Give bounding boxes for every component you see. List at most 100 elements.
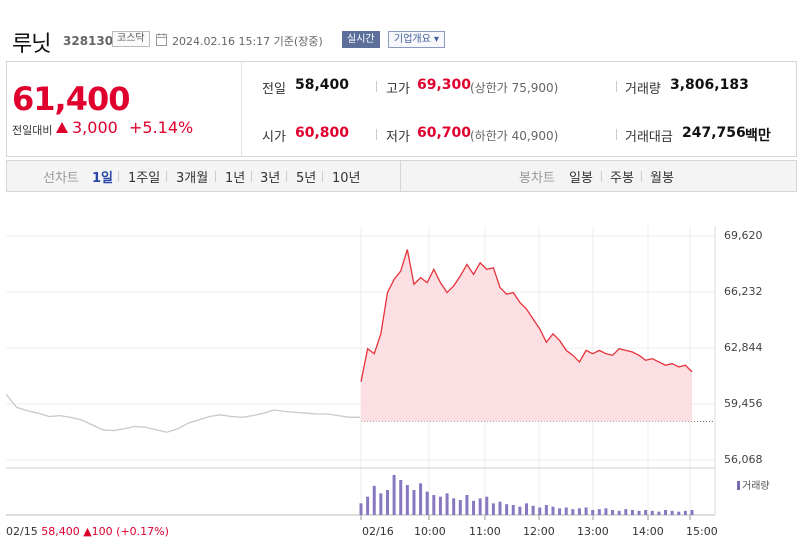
volume-bar [419, 483, 423, 515]
period-1d[interactable]: 1일 [92, 171, 114, 186]
volume-bar [571, 509, 575, 515]
open-label: 시가 [262, 130, 286, 145]
volume-bar [405, 485, 409, 515]
volume-bar [359, 503, 363, 515]
company-overview-dropdown[interactable]: 기업개요 ▾ [388, 31, 445, 48]
prev-day-line [5, 393, 360, 433]
y-tick-label: 62,844 [724, 341, 763, 354]
high-value: 69,300 [417, 77, 472, 93]
volume-bar [372, 485, 376, 515]
stock-name: 루닛 [12, 32, 51, 57]
low-label: 저가 [386, 130, 410, 145]
y-tick-label: 66,232 [724, 285, 763, 298]
volume-value: 3,806,183 [670, 77, 749, 93]
volume-bar [690, 510, 694, 515]
current-price: 61,400 [12, 80, 130, 118]
volume-bar [458, 500, 462, 515]
volume-bar [505, 504, 509, 515]
volume-bar [657, 511, 661, 515]
volume-bar [597, 509, 601, 515]
volume-bar [604, 508, 608, 515]
volume-bar [478, 498, 482, 515]
volume-bar [677, 511, 681, 515]
x-tick-label: 12:00 [523, 525, 555, 538]
volume-label: 거래량 [625, 82, 661, 97]
chart-toolbar [6, 160, 797, 192]
volume-bar [385, 490, 389, 515]
market-badge: 코스닥 [112, 31, 150, 47]
y-tick-label: 56,068 [724, 453, 763, 466]
x-tick-label: 11:00 [469, 525, 501, 538]
volume-bar [379, 493, 383, 515]
realtime-button[interactable]: 실시간 [342, 31, 380, 48]
period-1y[interactable]: 1년 [225, 171, 246, 186]
volume-bar [531, 505, 535, 515]
volume-bar [465, 495, 469, 515]
candle-daily[interactable]: 일봉 [569, 171, 593, 186]
period-5y[interactable]: 5년 [296, 171, 317, 186]
volume-bar [544, 505, 548, 515]
volume-bar [650, 510, 654, 515]
change-percent: +5.14% [129, 118, 194, 137]
volume-legend: 거래량 [737, 477, 770, 492]
upper-limit: (상한가 75,900) [470, 81, 559, 95]
volume-bar [491, 503, 495, 515]
x-tick-label: 14:00 [632, 525, 664, 538]
prev-close-label: 전일 [262, 82, 286, 97]
volume-bar [399, 480, 403, 515]
amount-unit: 백만 [745, 128, 771, 144]
volume-bar [432, 495, 436, 515]
volume-bar [551, 506, 555, 515]
volume-bar [366, 496, 370, 515]
volume-bar [445, 493, 449, 515]
low-value: 60,700 [417, 125, 472, 141]
volume-bar [452, 498, 456, 515]
open-value: 60,800 [295, 125, 350, 141]
x-tick-label: 13:00 [577, 525, 609, 538]
quote-datetime: 2024.02.16 15:17 기준(장중) [172, 35, 323, 48]
volume-bar [624, 509, 628, 515]
volume-bar [485, 496, 489, 515]
change-value: 3,000 [72, 118, 118, 137]
y-tick-label: 69,620 [724, 229, 763, 242]
lower-limit: (하한가 40,900) [470, 129, 559, 143]
volume-bar [558, 508, 562, 515]
volume-bar [525, 503, 528, 515]
period-3m[interactable]: 3개월 [176, 171, 209, 186]
volume-bar [630, 510, 634, 515]
volume-bar [518, 506, 522, 515]
volume-bar [498, 501, 502, 515]
prev-day-info: 02/15 58,400 ▲100 (+0.17%) [6, 525, 169, 538]
volume-bar [670, 510, 674, 515]
price-chart [5, 226, 716, 520]
volume-bar [412, 490, 416, 515]
today-area [361, 249, 692, 422]
volume-bar [683, 510, 687, 515]
candle-monthly[interactable]: 월봉 [650, 171, 674, 186]
volume-bar [584, 507, 588, 515]
volume-bar [425, 491, 429, 515]
period-3y[interactable]: 3년 [260, 171, 281, 186]
volume-bar [644, 510, 648, 515]
amount-label: 거래대금 [625, 130, 673, 145]
volume-bar [664, 510, 668, 515]
volume-bar [611, 510, 615, 515]
change-label: 전일대비 [12, 124, 53, 137]
x-tick-label: 10:00 [414, 525, 446, 538]
period-1w[interactable]: 1주일 [128, 171, 161, 186]
volume-bar [511, 505, 515, 515]
prev-close-value: 58,400 [295, 77, 350, 93]
amount-value: 247,756 [682, 125, 746, 141]
y-tick-label: 59,456 [724, 397, 763, 410]
stock-code: 328130 [63, 34, 114, 48]
volume-bar [564, 507, 568, 515]
volume-bar [617, 510, 621, 515]
candle-weekly[interactable]: 주봉 [610, 171, 634, 186]
up-triangle-icon [56, 122, 68, 133]
calendar-icon [156, 33, 167, 46]
line-chart-label: 선차트 [43, 171, 79, 186]
period-10y[interactable]: 10년 [332, 171, 361, 186]
candle-chart-label: 봉차트 [519, 171, 555, 186]
volume-bar [472, 500, 476, 515]
volume-bar [577, 508, 581, 515]
